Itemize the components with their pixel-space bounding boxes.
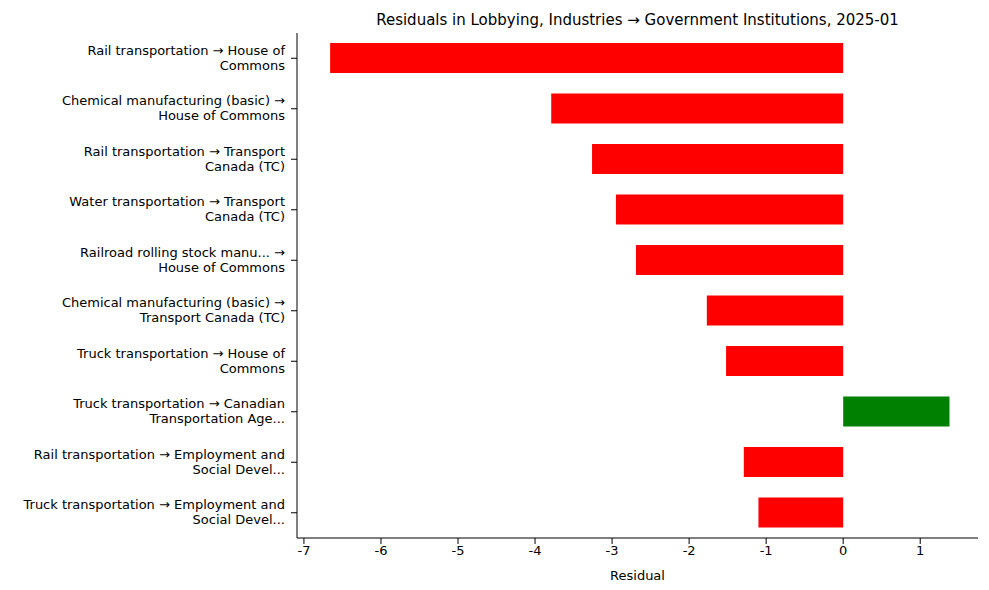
svg-text:Rail transportation → House of: Rail transportation → House ofCommons (87, 43, 285, 73)
svg-text:Chemical manufacturing (basic): Chemical manufacturing (basic) →Transpor… (62, 295, 285, 325)
svg-text:-4: -4 (529, 543, 542, 558)
svg-text:-3: -3 (606, 543, 619, 558)
svg-text:Residual: Residual (610, 568, 665, 582)
svg-text:1: 1 (916, 543, 924, 558)
html-text:Residuals in Lobbying, Industr: Residuals in Lobbying, Industries → Gove… (376, 11, 899, 29)
svg-text:-7: -7 (297, 543, 310, 558)
svg-text:Truck transportation → Employm: Truck transportation → Employment andSoc… (23, 497, 286, 527)
svg-text:Railroad rolling stock manu...: Railroad rolling stock manu... →House of… (80, 245, 285, 275)
svg-text:-6: -6 (374, 543, 387, 558)
svg-text:-5: -5 (452, 543, 465, 558)
svg-text:Truck transportation → House o: Truck transportation → House ofCommons (76, 346, 285, 376)
svg-text:-2: -2 (683, 543, 696, 558)
svg-text:Chemical manufacturing (basic): Chemical manufacturing (basic) →House of… (62, 93, 285, 123)
svg-text:0: 0 (839, 543, 847, 558)
svg-text:-1: -1 (760, 543, 773, 558)
svg-text:Rail transportation → Employme: Rail transportation → Employment andSoci… (34, 447, 285, 477)
svg-text:Rail transportation → Transpor: Rail transportation → TransportCanada (T… (84, 144, 285, 174)
svg-text:Water transportation → Transpo: Water transportation → TransportCanada (… (69, 194, 285, 224)
svg-text:Truck transportation → Canadia: Truck transportation → CanadianTransport… (72, 396, 285, 426)
